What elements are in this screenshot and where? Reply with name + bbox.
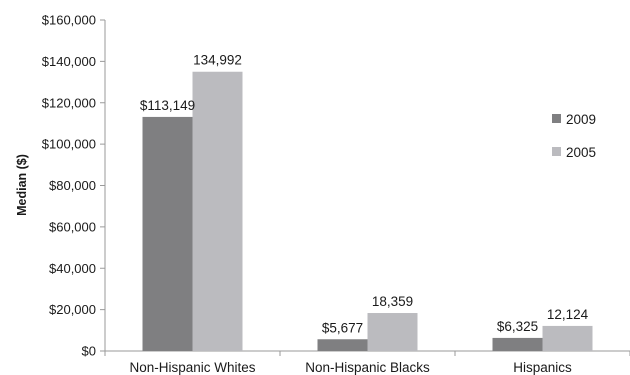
x-axis-ticks (104, 351, 630, 356)
legend-label-2005: 2005 (566, 145, 596, 160)
legend: 2009 2005 (552, 112, 596, 160)
category-labels: Non-Hispanic Whites Non-Hispanic Blacks Hi… (129, 360, 572, 375)
y-tick-label: $20,000 (49, 302, 96, 317)
data-label: 12,124 (547, 307, 589, 322)
bar-2009 (142, 116, 193, 351)
bar-2005 (192, 71, 243, 352)
bar-2009 (317, 339, 368, 351)
y-axis-label: Median ($) (15, 154, 29, 216)
y-tick-label: $0 (82, 344, 96, 359)
y-tick-label: $80,000 (49, 178, 96, 193)
y-tick-label: $160,000 (42, 13, 96, 28)
bars (142, 71, 593, 352)
legend-swatch-2005 (552, 147, 561, 156)
y-axis-ticks: $0 $20,000 $40,000 $60,000 $80,000 $100,000 $1… (42, 13, 105, 359)
data-label: 18,359 (372, 294, 413, 309)
bar-2005 (542, 325, 593, 351)
bar-2005 (367, 313, 418, 351)
y-tick-label: $120,000 (42, 95, 96, 110)
y-tick-label: $60,000 (49, 219, 96, 234)
category-label: Non-Hispanic Blacks (305, 360, 430, 375)
y-tick-label: $140,000 (42, 54, 96, 69)
data-label: $6,325 (497, 319, 538, 334)
category-label: Hispanics (513, 360, 572, 375)
data-label: $113,149 (140, 98, 195, 113)
y-tick-label: $40,000 (49, 261, 96, 276)
data-label: 134,992 (193, 53, 242, 68)
data-label: $5,677 (322, 320, 363, 335)
legend-label-2009: 2009 (566, 112, 596, 127)
y-tick-label: $100,000 (42, 137, 96, 152)
legend-swatch-2009 (552, 114, 561, 123)
data-labels: $113,149 134,992 $5,677 18,359 $6,325 12,124 (140, 53, 589, 336)
bar-2009 (492, 337, 543, 351)
category-label: Non-Hispanic Whites (129, 360, 255, 375)
